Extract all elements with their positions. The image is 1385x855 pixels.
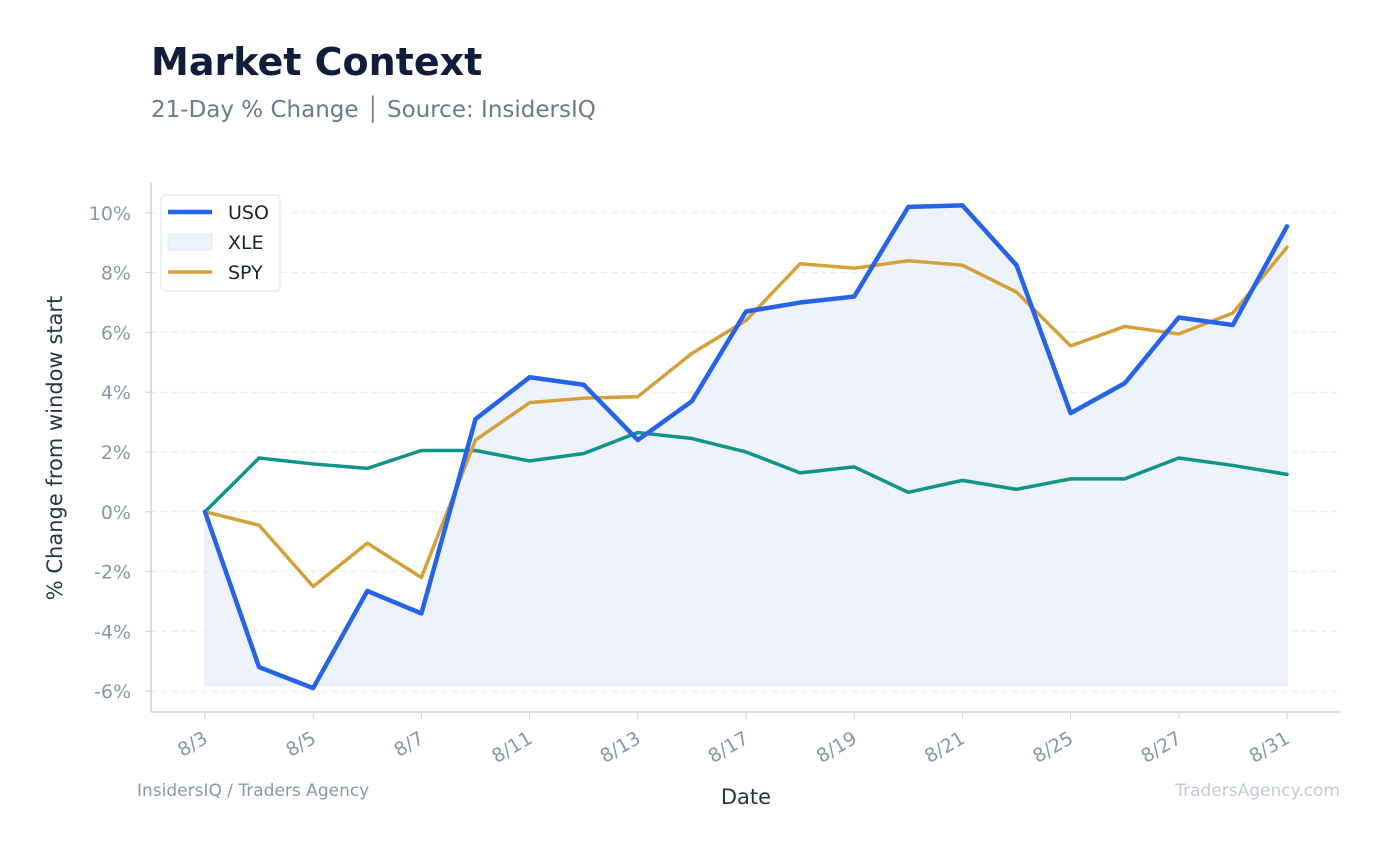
x-tick-label: 8/7 [390, 727, 427, 761]
series-line-uso [202, 203, 1290, 691]
y-tick-label: 4% [101, 382, 131, 404]
legend-label-uso: USO [228, 202, 269, 224]
legend: USO XLE SPY [160, 194, 281, 292]
y-axis-label: % Change from window start [43, 296, 67, 601]
y-tick-label: 8% [101, 263, 131, 285]
series-lines-layer [202, 203, 1290, 691]
xle-area-fill [204, 204, 1288, 689]
footer-credit: InsidersIQ / Traders Agency [137, 781, 369, 801]
series-line-spy [203, 245, 1289, 589]
y-tick-label: 6% [101, 322, 131, 344]
x-tick-label: 8/31 [1246, 727, 1294, 767]
legend-box [160, 194, 281, 292]
x-tick-label: 8/27 [1137, 727, 1185, 767]
x-tick-label: 8/13 [596, 727, 644, 767]
series-line-xle [203, 430, 1289, 514]
footer-watermark: TradersAgency.com [1174, 781, 1340, 801]
x-tick-label: 8/11 [488, 727, 536, 767]
y-tick-labels: -6% -4% -2% 0% 2% 4% 6% 8% 10% [89, 203, 131, 703]
y-tick-label: -4% [94, 621, 131, 643]
legend-swatch-xle [167, 233, 213, 251]
y-tick-label: 0% [101, 502, 131, 524]
x-tick-label: 8/5 [282, 727, 319, 761]
x-tick-label: 8/19 [813, 727, 861, 767]
x-tick-label: 8/21 [921, 727, 969, 767]
x-tick-label: 8/3 [174, 727, 211, 761]
xle-area-layer [204, 204, 1288, 689]
y-tick-label: 10% [89, 203, 131, 225]
legend-label-spy: SPY [228, 262, 263, 284]
chart-subtitle: 21-Day % Change │ Source: InsidersIQ [151, 95, 596, 123]
x-axis-label: Date [721, 785, 771, 809]
chart-title: Market Context [151, 40, 482, 84]
y-tick-label: 2% [101, 442, 131, 464]
x-tick-labels: 8/3 8/5 8/7 8/11 8/13 8/17 8/19 8/21 8/25 8/27 8/3… [174, 712, 1294, 768]
y-tick-label: -2% [94, 562, 131, 584]
y-tick-label: -6% [94, 681, 131, 703]
x-tick-label: 8/25 [1029, 727, 1077, 767]
x-tick-label: 8/17 [705, 727, 753, 767]
legend-label-xle: XLE [228, 232, 264, 254]
